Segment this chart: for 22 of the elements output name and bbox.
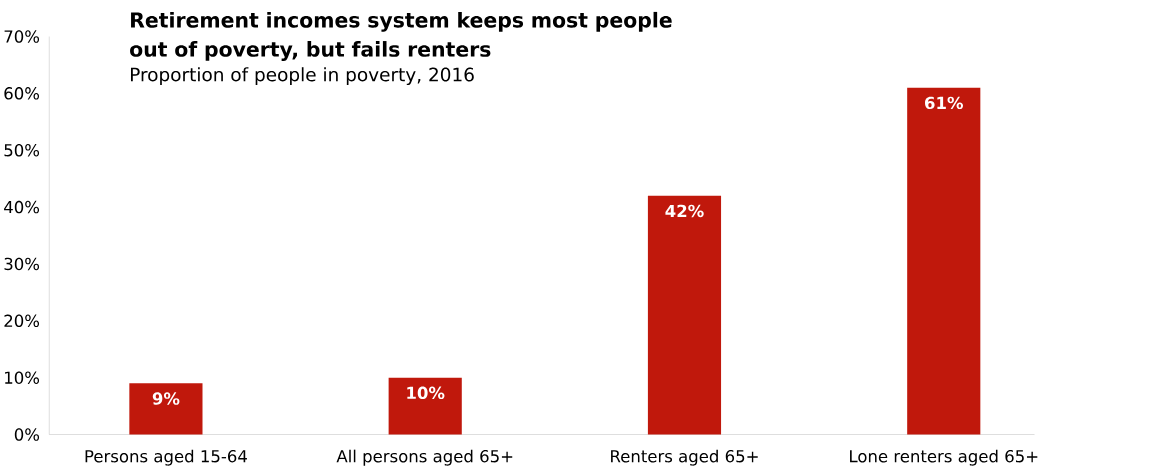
y-tick-label: 20% bbox=[4, 314, 40, 328]
text: Proportion of people in poverty, 2016 bbox=[130, 67, 474, 86]
data-label: 42% bbox=[665, 204, 704, 218]
y-tick-label: 0% bbox=[14, 428, 40, 441]
x-tick-label: Lone renters aged 65+ bbox=[850, 449, 1038, 466]
bar bbox=[647, 195, 722, 435]
x-tick-label: Persons aged 15-64 bbox=[85, 449, 247, 466]
y-tick-label: 70% bbox=[4, 30, 40, 43]
y-tick-label: 10% bbox=[5, 371, 40, 384]
data-label: 61% bbox=[925, 96, 964, 110]
x-tick-label: Renters aged 65+ bbox=[611, 449, 758, 466]
bar bbox=[129, 383, 203, 435]
y-tick-label: 50% bbox=[4, 144, 40, 157]
y-tick-label: 30% bbox=[4, 257, 40, 271]
x-tick-label: All persons aged 65+ bbox=[336, 449, 513, 466]
data-label: 9% bbox=[152, 392, 180, 405]
chart-title: Retirement incomes system keeps most people out of poverty, but fails renters bbox=[130, 11, 672, 62]
bar bbox=[907, 87, 981, 435]
y-tick-label: 40% bbox=[4, 200, 40, 214]
bar bbox=[388, 377, 462, 435]
y-tick-label: 60% bbox=[4, 87, 40, 100]
data-label: 10% bbox=[407, 386, 445, 400]
